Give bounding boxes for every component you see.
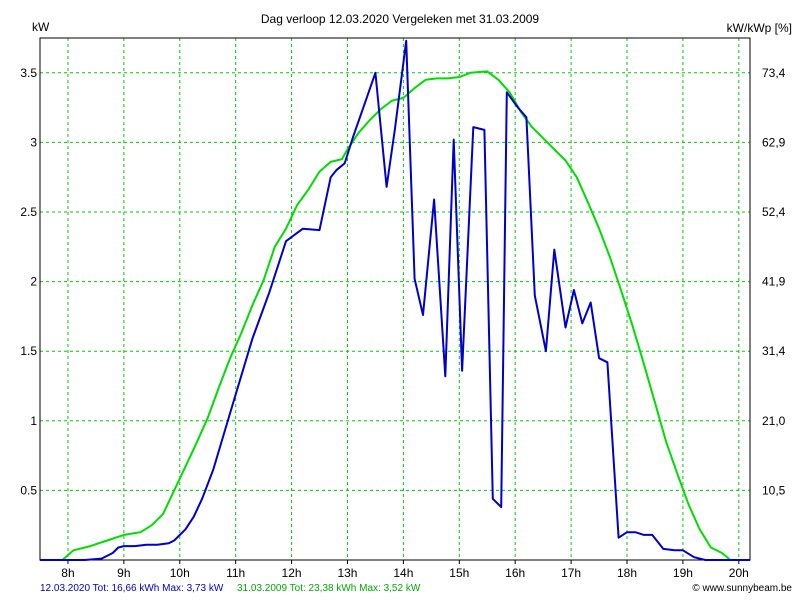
y-tick-label-left: 2.5 xyxy=(20,205,37,219)
x-tick-label: 13h xyxy=(337,566,357,580)
y-tick-label-left: 1 xyxy=(30,414,37,428)
series-line-31-03-2009 xyxy=(40,70,750,561)
gridlines xyxy=(40,38,750,560)
y-tick-label-right: 21,0 xyxy=(762,414,786,428)
y-tick-label-right: 62,9 xyxy=(762,135,786,149)
footer-series-31-03-2009: 31.03.2009 Tot: 23,38 kWh Max: 3,52 kW xyxy=(237,583,421,594)
x-tick-label: 10h xyxy=(170,566,190,580)
x-tick-label: 20h xyxy=(729,566,749,580)
x-tick-label: 9h xyxy=(117,566,130,580)
x-tick-label: 19h xyxy=(673,566,693,580)
x-tick-label: 16h xyxy=(505,566,525,580)
x-tick-label: 8h xyxy=(61,566,74,580)
x-tick-label: 14h xyxy=(393,566,413,580)
x-tick-label: 12h xyxy=(282,566,302,580)
footer-series-12-03-2020: 12.03.2020 Tot: 16,66 kWh Max: 3,73 kW xyxy=(40,583,224,594)
x-tick-label: 18h xyxy=(617,566,637,580)
y-tick-label-left: 3.5 xyxy=(20,66,37,80)
plot-frame xyxy=(39,37,751,561)
series-lines xyxy=(40,39,750,561)
y-axis-label-right: kW/kWp [%] xyxy=(726,21,792,35)
y-tick-label-right: 73,4 xyxy=(762,66,786,80)
y-axis-label-left: kW xyxy=(32,20,50,34)
tick-labels: 8h 9h 10h 11h 12h 13h 14h 15h 16h 17h 18h 19h 20h 0.5… xyxy=(20,66,785,580)
x-tick-label: 17h xyxy=(561,566,581,580)
y-tick-label-right: 10,5 xyxy=(762,483,786,497)
x-tick-label: 15h xyxy=(449,566,469,580)
series-line-12-03-2020 xyxy=(40,39,750,561)
y-tick-label-right: 31,4 xyxy=(762,344,786,358)
x-tick-label: 11h xyxy=(226,566,245,580)
y-tick-label-left: 3 xyxy=(30,135,37,149)
y-tick-label-right: 52,4 xyxy=(762,205,786,219)
y-tick-label-right: 41,9 xyxy=(762,275,786,289)
y-tick-label-left: 0.5 xyxy=(20,483,37,497)
credit-link[interactable]: © www.sunnybeam.be xyxy=(692,583,792,594)
y-tick-label-left: 1.5 xyxy=(20,344,37,358)
chart-title: Dag verloop 12.03.2020 Vergeleken met 31… xyxy=(260,12,540,26)
y-tick-label-left: 2 xyxy=(30,275,37,289)
